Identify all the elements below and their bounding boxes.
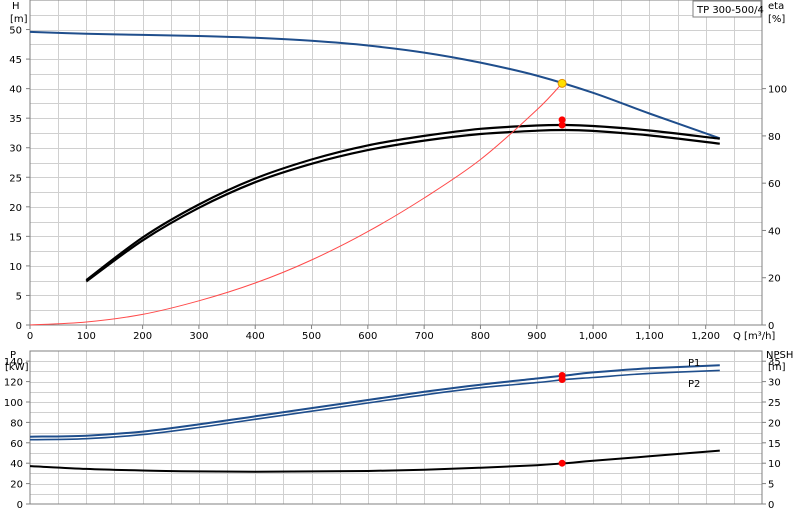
x-tick-label: 500 (302, 331, 321, 342)
series-label-p2: P2 (688, 379, 700, 390)
top-plot-frame (29, 0, 763, 326)
y-right-tick-label: 40 (768, 226, 781, 237)
y-tick-label: 40 (9, 85, 22, 96)
y-right-tick-label: 30 (768, 378, 781, 389)
bottom-y-axis-label-line1: P (10, 350, 16, 361)
y-right-tick-label: 35 (768, 357, 781, 368)
x-tick-label: 1,200 (691, 331, 720, 342)
y-tick-label: 120 (4, 378, 23, 389)
y-tick-label: 5 (16, 291, 22, 302)
operating-point-marker (557, 78, 567, 88)
y-right-tick-label: 20 (768, 274, 781, 285)
top-y-axis-label-line1: H (12, 1, 20, 12)
bottom-y-axis-label-line2: [kW] (5, 362, 29, 373)
top-plot-series (29, 30, 721, 326)
x-tick-label: 1,100 (635, 331, 664, 342)
y-right-tick-label: 10 (768, 459, 781, 470)
y-tick-label: 10 (9, 262, 22, 273)
y-right-tick-label: 0 (768, 321, 774, 332)
top-y-right-axis-label-line2: [%] (768, 14, 785, 25)
y-tick-label: 140 (4, 357, 23, 368)
x-tick-label: 600 (358, 331, 377, 342)
y-tick-label: 0 (16, 321, 22, 332)
y-right-tick-label: 0 (768, 500, 774, 511)
efficiency-curve-1 (85, 123, 720, 281)
top-x-axis-ticks: 0 100 200 300 400 500 600 700 800 900 1,000 1,100 1,… (27, 325, 720, 342)
x-tick-label: 100 (77, 331, 96, 342)
y-right-tick-label: 5 (768, 480, 774, 491)
y-tick-label: 80 (10, 418, 23, 429)
system-curve (29, 82, 563, 326)
x-tick-label: 700 (415, 331, 434, 342)
y-tick-label: 45 (9, 55, 22, 66)
x-tick-label: 200 (133, 331, 152, 342)
y-right-tick-label: 60 (768, 179, 781, 190)
y-right-tick-label: 20 (768, 418, 781, 429)
bottom-plot-series (29, 364, 720, 473)
y-tick-label: 60 (10, 439, 23, 450)
top-y-right-axis-ticks: 0 20 40 60 80 100 (762, 85, 787, 332)
y-tick-label: 0 (17, 500, 23, 511)
npsh-curve (29, 449, 720, 473)
x-tick-label: 1,000 (579, 331, 608, 342)
top-x-axis-label: Q [m³/h] (733, 331, 775, 342)
y-tick-label: 40 (10, 459, 23, 470)
x-tick-label: 0 (27, 331, 33, 342)
top-y-axis-label-line2: [m] (10, 14, 28, 25)
bottom-plot-grid (30, 351, 762, 504)
y-tick-label: 100 (4, 398, 23, 409)
bottom-y-right-axis-label-line2: [m] (768, 362, 786, 373)
top-plot-markers (557, 78, 567, 129)
bottom-y-right-axis-label-line1: NPSH (766, 350, 793, 361)
y-right-tick-label: 100 (768, 85, 787, 96)
y-right-tick-label: 80 (768, 132, 781, 143)
chart-title: TP 300-500/4 (696, 5, 764, 16)
y-tick-label: 15 (9, 232, 22, 243)
y-tick-label: 30 (9, 144, 22, 155)
series-label-p1: P1 (688, 358, 700, 369)
power-curve-p1 (29, 364, 720, 438)
bottom-y-axis-ticks: 0 20 40 60 80 100 120 140 (4, 357, 30, 511)
y-right-tick-label: 15 (768, 439, 781, 450)
y-right-tick-label: 25 (768, 398, 781, 409)
bottom-plot-frame (29, 350, 763, 505)
x-tick-label: 800 (471, 331, 490, 342)
y-tick-label: 25 (9, 173, 22, 184)
x-tick-label: 900 (527, 331, 546, 342)
y-tick-label: 20 (9, 203, 22, 214)
y-tick-label: 20 (10, 480, 23, 491)
npsh-point-marker (558, 459, 566, 467)
top-y-right-axis-label-line1: eta (768, 1, 784, 12)
x-tick-label: 300 (189, 331, 208, 342)
y-tick-label: 50 (9, 26, 22, 37)
bottom-plot-markers (558, 371, 566, 467)
model-label-box (692, 0, 762, 18)
head-curve (29, 30, 721, 140)
y-tick-label: 35 (9, 114, 22, 125)
x-tick-label: 400 (246, 331, 265, 342)
top-y-axis-ticks: 0 5 10 15 20 25 30 35 40 45 50 (9, 26, 30, 332)
eta-2-point-marker (558, 121, 566, 129)
efficiency-curve-2 (85, 128, 720, 283)
bottom-y-right-axis-ticks: 0 5 10 15 20 25 30 35 (762, 357, 781, 511)
power-curve-p2 (29, 369, 720, 441)
p2-point-marker (558, 376, 566, 384)
